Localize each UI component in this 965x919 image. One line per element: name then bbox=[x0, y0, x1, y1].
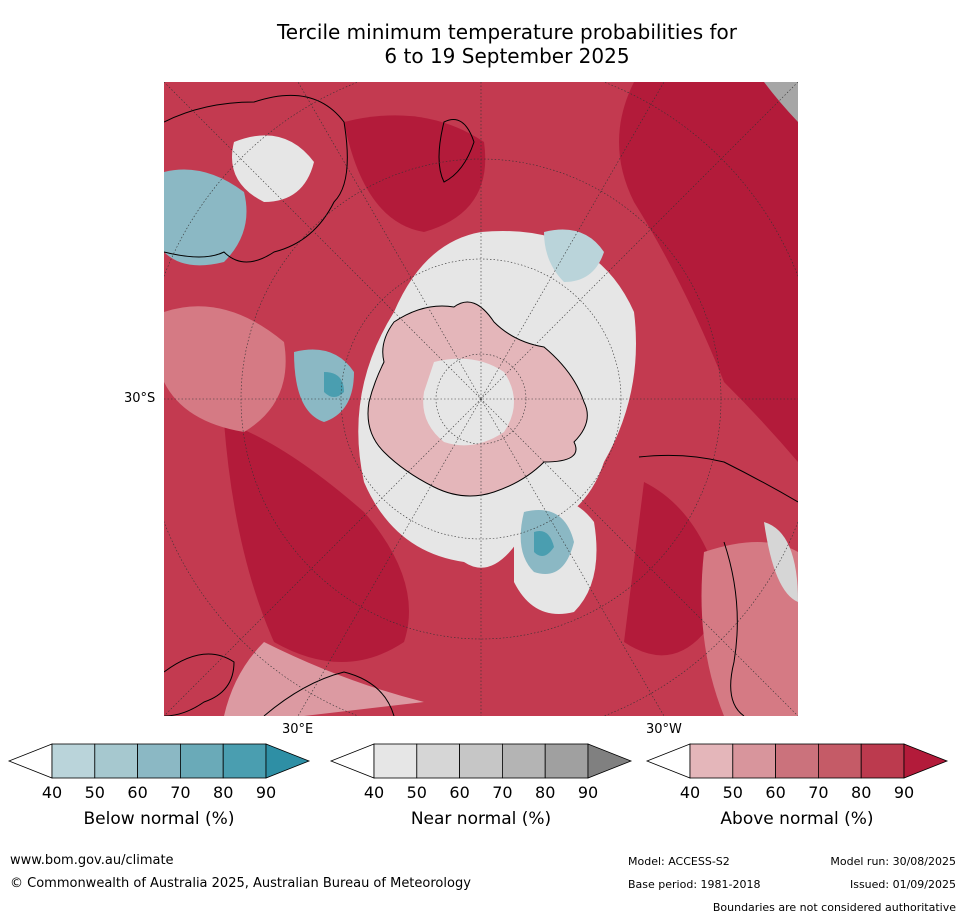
colorbar-swatch bbox=[373, 743, 418, 779]
colorbar-swatch bbox=[689, 743, 734, 779]
colorbar-above-normal: 40 50 60 70 80 90 Above normal (%) bbox=[645, 743, 949, 863]
colorbar-low-arrow bbox=[329, 743, 375, 779]
footer-model: Model: ACCESS-S2 bbox=[628, 855, 730, 868]
colorbar-tick-label: 70 bbox=[808, 783, 829, 802]
colorbar-below-normal: 40 50 60 70 80 90 Below normal (%) bbox=[7, 743, 311, 863]
colorbar-tick-label: 40 bbox=[679, 783, 701, 802]
colorbar-low-arrow bbox=[7, 743, 53, 779]
colorbar-above-normal-swatches bbox=[645, 743, 949, 779]
colorbar-below-normal-ticks: 40 50 60 70 80 90 bbox=[9, 783, 309, 803]
colorbar-swatch bbox=[137, 743, 181, 779]
chart-title: Tercile minimum temperature probabilitie… bbox=[0, 20, 965, 68]
map-canvas bbox=[164, 82, 798, 716]
colorbar-above-normal-label: Above normal (%) bbox=[720, 809, 874, 829]
south-america-outline bbox=[638, 454, 798, 716]
colorbar-high-arrow bbox=[903, 743, 949, 779]
region-below-normal-west-core bbox=[324, 372, 344, 397]
colorbar-tick-label: 60 bbox=[765, 783, 786, 802]
latitude-label-30s: 30°S bbox=[124, 391, 156, 406]
footer-model-run: Model run: 30/08/2025 bbox=[830, 855, 956, 868]
colorbar-near-normal-ticks: 40 50 60 70 80 90 bbox=[331, 783, 631, 803]
footer-disclaimer: Boundaries are not considered authoritat… bbox=[712, 901, 956, 914]
region-below-normal-northwest bbox=[164, 169, 247, 266]
colorbar-low-arrow bbox=[645, 743, 691, 779]
colorbar-swatch bbox=[817, 743, 862, 779]
colorbar-swatch bbox=[501, 743, 546, 779]
colorbar-tick-label: 40 bbox=[41, 783, 63, 802]
region-above-90-east bbox=[619, 82, 798, 462]
region-near-normal-east-small bbox=[764, 522, 798, 602]
colorbar-tick-label: 50 bbox=[406, 783, 427, 802]
region-above-90-southwest bbox=[224, 422, 409, 662]
colorbar-near-normal: 40 50 60 70 80 90 Near normal (%) bbox=[329, 743, 633, 863]
colorbar-tick-label: 40 bbox=[363, 783, 385, 802]
missing-data-corner bbox=[764, 82, 798, 122]
colorbar-swatch bbox=[416, 743, 461, 779]
colorbar-high-arrow bbox=[265, 743, 311, 779]
colorbar-tick-label: 80 bbox=[535, 783, 556, 802]
colorbar-below-normal-swatches bbox=[7, 743, 311, 779]
polar-map[interactable] bbox=[164, 82, 798, 716]
colorbar-tick-label: 90 bbox=[577, 783, 599, 802]
footer-base-period: Base period: 1981-2018 bbox=[628, 878, 761, 891]
region-above-60-southeast bbox=[701, 542, 798, 716]
colorbar-swatch bbox=[732, 743, 777, 779]
region-above-90-north bbox=[344, 115, 486, 232]
region-below-normal-southeast-core bbox=[534, 531, 554, 556]
africa-outline bbox=[164, 653, 395, 716]
colorbar-tick-label: 50 bbox=[722, 783, 743, 802]
colorbar-near-normal-label: Near normal (%) bbox=[410, 809, 552, 829]
colorbar-tick-label: 90 bbox=[893, 783, 915, 802]
antarctica-interior bbox=[423, 358, 514, 446]
colorbar-swatch bbox=[459, 743, 503, 779]
footer-website-link[interactable]: www.bom.gov.au/climate bbox=[10, 853, 174, 868]
colorbar-tick-label: 70 bbox=[170, 783, 191, 802]
colorbar-tick-label: 80 bbox=[851, 783, 872, 802]
title-line-2: 6 to 19 September 2025 bbox=[384, 44, 630, 68]
footer-issued: Issued: 01/09/2025 bbox=[849, 878, 956, 891]
colorbar-tick-label: 50 bbox=[84, 783, 105, 802]
colorbar-tick-label: 60 bbox=[449, 783, 470, 802]
colorbar-near-normal-swatches bbox=[329, 743, 633, 779]
colorbar-swatch bbox=[179, 743, 224, 779]
region-above-60-west bbox=[164, 306, 286, 432]
footer-copyright: © Commonwealth of Australia 2025, Austra… bbox=[10, 876, 471, 891]
colorbar-above-normal-ticks: 40 50 60 70 80 90 bbox=[647, 783, 947, 803]
colorbar-high-arrow bbox=[587, 743, 633, 779]
colorbar-tick-label: 80 bbox=[213, 783, 234, 802]
graticule bbox=[164, 82, 798, 716]
region-above-90-southeast bbox=[624, 482, 724, 656]
new-zealand-outline bbox=[438, 119, 475, 183]
australia-outline bbox=[164, 94, 348, 263]
region-near-normal-north bbox=[232, 135, 314, 202]
colorbar-tick-label: 60 bbox=[127, 783, 148, 802]
colorbar-tick-label: 70 bbox=[492, 783, 513, 802]
longitude-label-30e: 30°E bbox=[282, 722, 314, 737]
colorbar-swatch bbox=[222, 743, 267, 779]
longitude-label-30w: 30°W bbox=[646, 722, 682, 737]
colorbar-swatch bbox=[544, 743, 589, 779]
title-line-1: Tercile minimum temperature probabilitie… bbox=[276, 20, 738, 44]
colorbar-swatch bbox=[94, 743, 139, 779]
colorbar-swatch bbox=[775, 743, 819, 779]
colorbar-swatch bbox=[51, 743, 96, 779]
colorbar-below-normal-label: Below normal (%) bbox=[83, 809, 235, 829]
region-below-normal-north bbox=[544, 229, 604, 282]
colorbar-tick-label: 90 bbox=[255, 783, 277, 802]
colorbar-swatch bbox=[860, 743, 905, 779]
